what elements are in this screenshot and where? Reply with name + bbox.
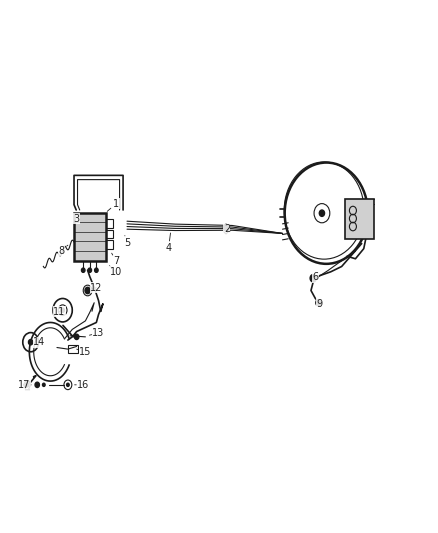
Bar xyxy=(106,219,113,228)
FancyBboxPatch shape xyxy=(345,199,374,239)
Circle shape xyxy=(223,224,229,231)
Text: 2: 2 xyxy=(224,224,230,234)
Text: 9: 9 xyxy=(317,299,323,309)
Text: 8: 8 xyxy=(58,246,64,255)
Circle shape xyxy=(61,308,64,312)
Circle shape xyxy=(25,383,29,387)
Text: 7: 7 xyxy=(113,256,119,266)
Text: 16: 16 xyxy=(77,380,89,390)
Circle shape xyxy=(42,383,45,386)
Circle shape xyxy=(316,300,321,306)
Circle shape xyxy=(35,382,39,387)
Text: 11: 11 xyxy=(53,307,65,317)
Text: 6: 6 xyxy=(312,272,318,282)
Bar xyxy=(106,240,113,249)
Circle shape xyxy=(319,210,325,216)
Circle shape xyxy=(310,274,316,282)
Circle shape xyxy=(85,287,90,294)
FancyBboxPatch shape xyxy=(74,213,106,261)
Text: 14: 14 xyxy=(33,337,46,347)
Text: 5: 5 xyxy=(124,238,130,247)
Circle shape xyxy=(74,334,79,340)
Text: 13: 13 xyxy=(92,328,105,338)
Circle shape xyxy=(81,268,85,272)
Circle shape xyxy=(67,383,69,386)
Text: 15: 15 xyxy=(79,347,92,357)
Circle shape xyxy=(28,340,33,345)
Text: 10: 10 xyxy=(110,267,122,277)
Bar xyxy=(106,230,113,238)
Text: 4: 4 xyxy=(166,243,172,253)
Text: 17: 17 xyxy=(18,380,30,390)
Text: 12: 12 xyxy=(90,283,102,293)
Bar xyxy=(68,345,78,353)
Circle shape xyxy=(88,268,92,272)
Circle shape xyxy=(95,268,98,272)
Text: 1: 1 xyxy=(113,199,119,208)
Text: 3: 3 xyxy=(74,214,80,223)
